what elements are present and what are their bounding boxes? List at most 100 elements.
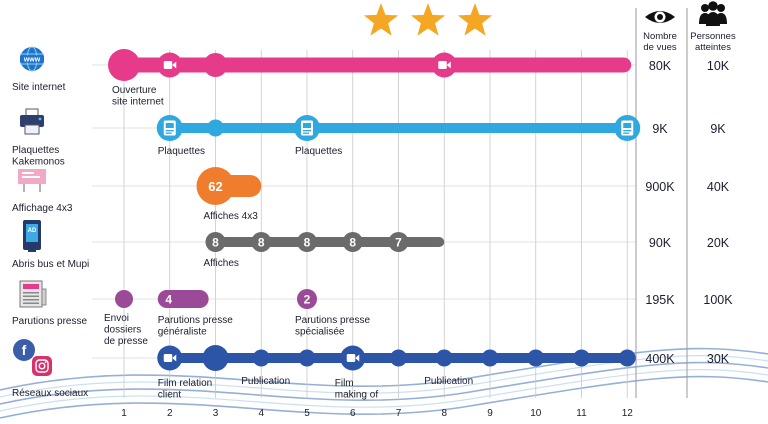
rating-stars [363,3,493,36]
month-tick-label: 7 [396,408,402,419]
channel-label: Affichage 4x3 [12,203,73,214]
marker-number-text: 8 [349,236,356,250]
row-site: www Site internet Ouverture site internet 80… [12,46,730,108]
marker-dot [573,349,590,367]
month-tick-label: 2 [167,408,173,419]
views-value: 195K [645,293,675,307]
timeline-bar [124,57,632,73]
people-icon [699,1,727,26]
marker-label: Plaquettes [158,146,205,157]
marker-dot [481,349,499,367]
social-media-icon: f [13,339,52,376]
marker-doc: Plaquettes [294,115,342,157]
views-value: 400K [645,352,675,366]
marker-label: Publication [241,376,290,387]
marker-num: 8 [251,232,272,252]
marker-number-text: 8 [258,236,265,250]
marker-dot: Publication [424,349,473,387]
marker-label: Parutions presse généraliste [158,315,233,338]
marker-count-text: 62 [208,179,222,194]
marker-label: Envoi dossiers de presse [104,313,148,347]
row-abris: AD Abris bus et Mupi 8 Affiches 8 8 8 7 90K 20K [12,220,730,270]
printer-icon [20,108,44,135]
marker-num: 7 [388,232,409,252]
billboard-icon [18,169,46,192]
marker-video [157,52,183,78]
reach-value: 10K [707,59,730,73]
marker-num: 8 Affiches [204,232,239,269]
marker-number-text: 8 [304,236,311,250]
marker-label: Publication [424,376,473,387]
month-tick-label: 11 [576,408,587,419]
marker-label: Parutions presse spécialisée [295,315,370,338]
views-header: Nombre de vues [643,31,677,53]
marker-num: 2 Parutions presse spécialisée [295,289,370,338]
svg-text:AD: AD [28,228,37,234]
channel-rows: www Site internet Ouverture site internet 80… [12,46,733,401]
month-tick-label: 5 [304,408,310,419]
marker-dot [527,349,545,367]
month-tick-label: 12 [622,408,634,419]
month-tick-label: 8 [441,408,447,419]
eye-icon [645,11,675,23]
marker-count: 62 Affiches 4x3 [196,167,258,222]
marker-dot [203,53,228,77]
row-presse: Parutions presse Envoi dossiers de presse 4 P… [12,280,733,347]
reach-value: 100K [703,293,733,307]
marker-dot: Publication [241,349,290,387]
channel-label: Réseaux sociaux [12,388,88,399]
wave-line [0,361,768,405]
reach-value: 20K [707,236,730,250]
channel-label: Parutions presse [12,316,87,327]
svg-text:www: www [23,57,41,64]
marker-big: Ouverture site internet [108,49,164,108]
marker-number-text: 8 [212,236,219,250]
marker-doc [614,115,641,141]
marker-dot: Envoi dossiers de presse [104,290,148,347]
marker-label: Affiches [204,258,239,269]
channel-label: Site internet [12,82,66,93]
marker-label: Film relation client [158,378,212,401]
views-value: 80K [649,59,672,73]
month-tick-label: 3 [213,408,219,419]
views-value: 900K [645,180,675,194]
month-tick-label: 1 [121,408,127,419]
marker-dot [298,349,316,367]
globe-www-icon: www [20,46,44,72]
reach-value: 9K [710,122,726,136]
marker-video: Film making of [335,345,379,401]
row-affichage: Affichage 4x3 62 Affiches 4x3 900K 40K [12,167,730,222]
marker-number-text: 2 [304,293,311,307]
marker-doc: Plaquettes [156,115,205,157]
row-reseaux: f Réseaux sociaux Film relation client Publi… [12,339,730,401]
reach-header: Personnes atteintes [690,31,736,53]
month-tick-label: 4 [258,408,264,419]
marker-video: Film relation client [157,345,212,401]
metric-headers: Nombre de vues Personnes atteintes [643,1,736,53]
views-value: 90K [649,236,672,250]
month-tick-label: 6 [350,408,356,419]
marker-pill: 4 Parutions presse généraliste [157,290,233,338]
marker-label: Ouverture site internet [112,85,164,108]
timeline-bar [215,237,445,247]
svg-text:f: f [22,342,27,358]
channel-label: Plaquettes Kakemonos [12,145,65,168]
marker-dot [390,349,407,367]
star-icon [457,3,493,36]
row-plaquettes: Plaquettes Kakemonos Plaquettes Plaquettes 9… [12,108,726,168]
marker-video [431,52,457,78]
marker-num: 8 [297,232,317,252]
marker-number-text: 7 [395,236,402,250]
views-value: 9K [652,122,668,136]
reach-value: 30K [707,352,730,366]
star-icon [410,3,446,36]
marker-dot [207,119,224,137]
reach-value: 40K [707,180,730,194]
bus-shelter-icon: AD [23,220,41,252]
newspaper-icon [19,280,47,308]
marker-label: Plaquettes [295,146,342,157]
star-icon [363,3,399,36]
marker-label: Film making of [335,378,379,401]
month-tick-label: 10 [530,408,542,419]
